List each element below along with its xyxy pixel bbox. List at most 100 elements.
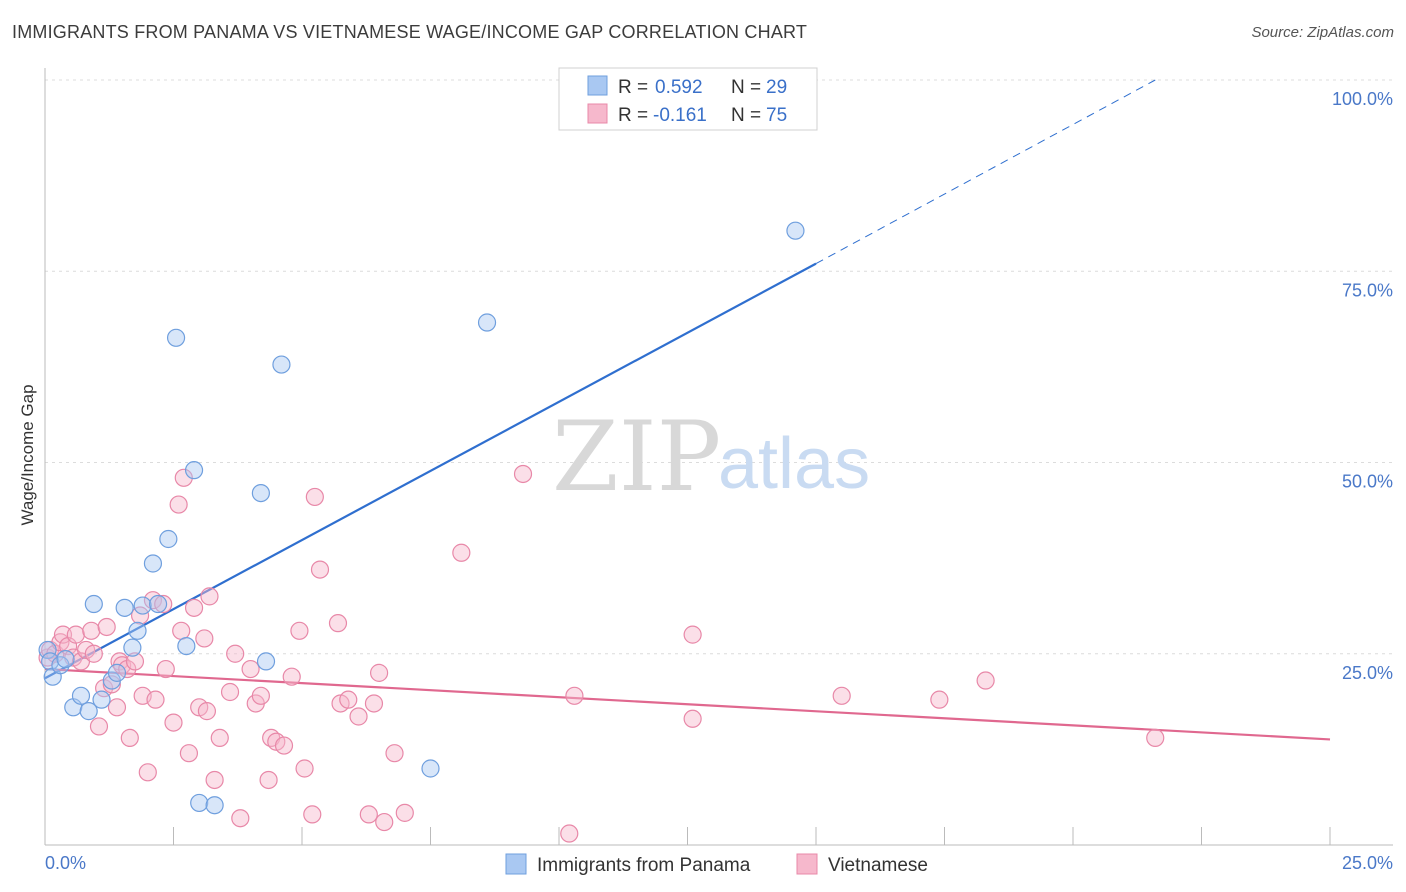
point-vietnamese-61	[359, 805, 378, 824]
point-vietnamese-24	[138, 763, 157, 782]
point-vietnamese-29	[164, 713, 183, 732]
point-panama-20	[177, 636, 196, 656]
y-tick-label-2: 75.0%	[1342, 280, 1393, 300]
point-vietnamese-56	[310, 560, 330, 579]
point-vietnamese-76	[1146, 728, 1165, 748]
y-tick-label-3: 100.0%	[1332, 89, 1393, 109]
point-vietnamese-12	[89, 717, 109, 736]
point-vietnamese-72	[683, 625, 702, 644]
point-vietnamese-44	[241, 659, 260, 679]
point-vietnamese-64	[375, 812, 394, 832]
bottom-legend-label-panama: Immigrants from Panama	[537, 855, 751, 876]
x-tick-label-max: 25.0%	[1342, 853, 1393, 873]
point-panama-23	[205, 796, 224, 815]
point-vietnamese-40	[210, 728, 229, 748]
y-axis-title: Wage/Income Gap	[18, 384, 37, 525]
point-vietnamese-51	[282, 667, 301, 686]
watermark-zip: ZIP	[552, 401, 721, 513]
point-vietnamese-53	[295, 759, 314, 778]
legend-n-value-panama: 29	[766, 77, 787, 98]
point-panama-13	[123, 638, 142, 657]
point-vietnamese-4	[53, 625, 73, 644]
point-vietnamese-34	[184, 598, 204, 617]
chart-title: IMMIGRANTS FROM PANAMA VS VIETNAMESE WAG…	[12, 22, 808, 42]
point-vietnamese-52	[290, 621, 309, 640]
point-panama-17	[148, 594, 168, 614]
point-panama-27	[421, 759, 440, 778]
bottom-legend-swatch-panama	[505, 853, 527, 875]
x-tick-label-min: 0.0%	[45, 853, 86, 873]
point-vietnamese-66	[395, 803, 414, 822]
point-panama-11	[107, 663, 127, 682]
point-vietnamese-71	[683, 709, 702, 728]
point-vietnamese-70	[565, 686, 584, 705]
trend-line-vietnamese	[44, 667, 1331, 741]
point-vietnamese-30	[169, 495, 188, 514]
top-legend: R = 0.592 N = 29 R = -0.161 N = 75	[558, 67, 818, 131]
grid-lines	[45, 79, 1393, 655]
axes	[44, 68, 1393, 846]
point-vietnamese-15	[102, 675, 121, 694]
point-vietnamese-10	[82, 621, 101, 640]
point-panama-1	[41, 652, 60, 671]
point-panama-29	[786, 221, 805, 240]
point-vietnamese-37	[197, 702, 217, 721]
point-panama-25	[256, 652, 276, 671]
point-vietnamese-50	[274, 736, 294, 755]
legend-r-value-vietnamese: -0.161	[653, 105, 707, 126]
point-panama-8	[84, 594, 103, 614]
legend-swatch-vietnamese	[587, 103, 608, 124]
point-vietnamese-74	[930, 690, 949, 709]
point-vietnamese-27	[154, 594, 173, 614]
data-points	[38, 221, 1165, 843]
trend-line-panama	[44, 262, 817, 680]
y-tick-label-0: 25.0%	[1342, 663, 1393, 683]
point-panama-12	[115, 598, 134, 617]
point-vietnamese-69	[560, 824, 579, 843]
point-vietnamese-57	[328, 614, 348, 633]
legend-r-label-vietnamese: R =	[618, 105, 648, 126]
point-panama-22	[190, 793, 209, 813]
point-panama-4	[56, 650, 75, 669]
point-vietnamese-68	[513, 464, 533, 484]
point-panama-18	[159, 529, 178, 549]
point-panama-16	[143, 554, 163, 573]
point-vietnamese-62	[364, 694, 384, 713]
point-vietnamese-47	[259, 770, 278, 790]
point-vietnamese-11	[84, 644, 103, 663]
point-vietnamese-41	[220, 682, 240, 702]
point-panama-21	[184, 461, 204, 480]
trend-line-panama-extension	[815, 79, 1156, 265]
point-panama-14	[128, 621, 147, 640]
point-vietnamese-16	[107, 698, 127, 717]
point-vietnamese-75	[976, 671, 995, 690]
legend-r-value-panama: 0.592	[655, 77, 703, 98]
point-panama-19	[166, 328, 186, 347]
point-vietnamese-28	[156, 659, 175, 679]
point-vietnamese-14	[97, 617, 116, 637]
point-vietnamese-63	[370, 663, 389, 682]
point-panama-15	[133, 596, 152, 615]
point-vietnamese-59	[339, 690, 358, 709]
point-vietnamese-21	[125, 652, 145, 671]
legend-swatch-panama	[587, 75, 608, 96]
point-vietnamese-26	[146, 690, 165, 709]
point-panama-24	[251, 484, 270, 503]
point-vietnamese-31	[172, 621, 191, 640]
bottom-legend-swatch-vietnamese	[796, 853, 818, 875]
point-vietnamese-43	[231, 809, 250, 828]
legend-n-label-vietnamese: N =	[731, 105, 761, 126]
point-vietnamese-32	[174, 468, 193, 487]
point-panama-28	[477, 313, 497, 332]
source-label: Source: ZipAtlas.com	[1251, 24, 1394, 41]
point-vietnamese-19	[118, 659, 137, 679]
legend-n-value-vietnamese: 75	[766, 105, 787, 126]
point-vietnamese-60	[349, 707, 368, 726]
legend-r-label-panama: R =	[618, 77, 648, 98]
point-panama-9	[92, 690, 111, 709]
legend-n-label-panama: N =	[731, 77, 761, 98]
point-vietnamese-42	[226, 644, 245, 663]
point-vietnamese-46	[251, 686, 270, 705]
point-vietnamese-39	[205, 770, 224, 790]
